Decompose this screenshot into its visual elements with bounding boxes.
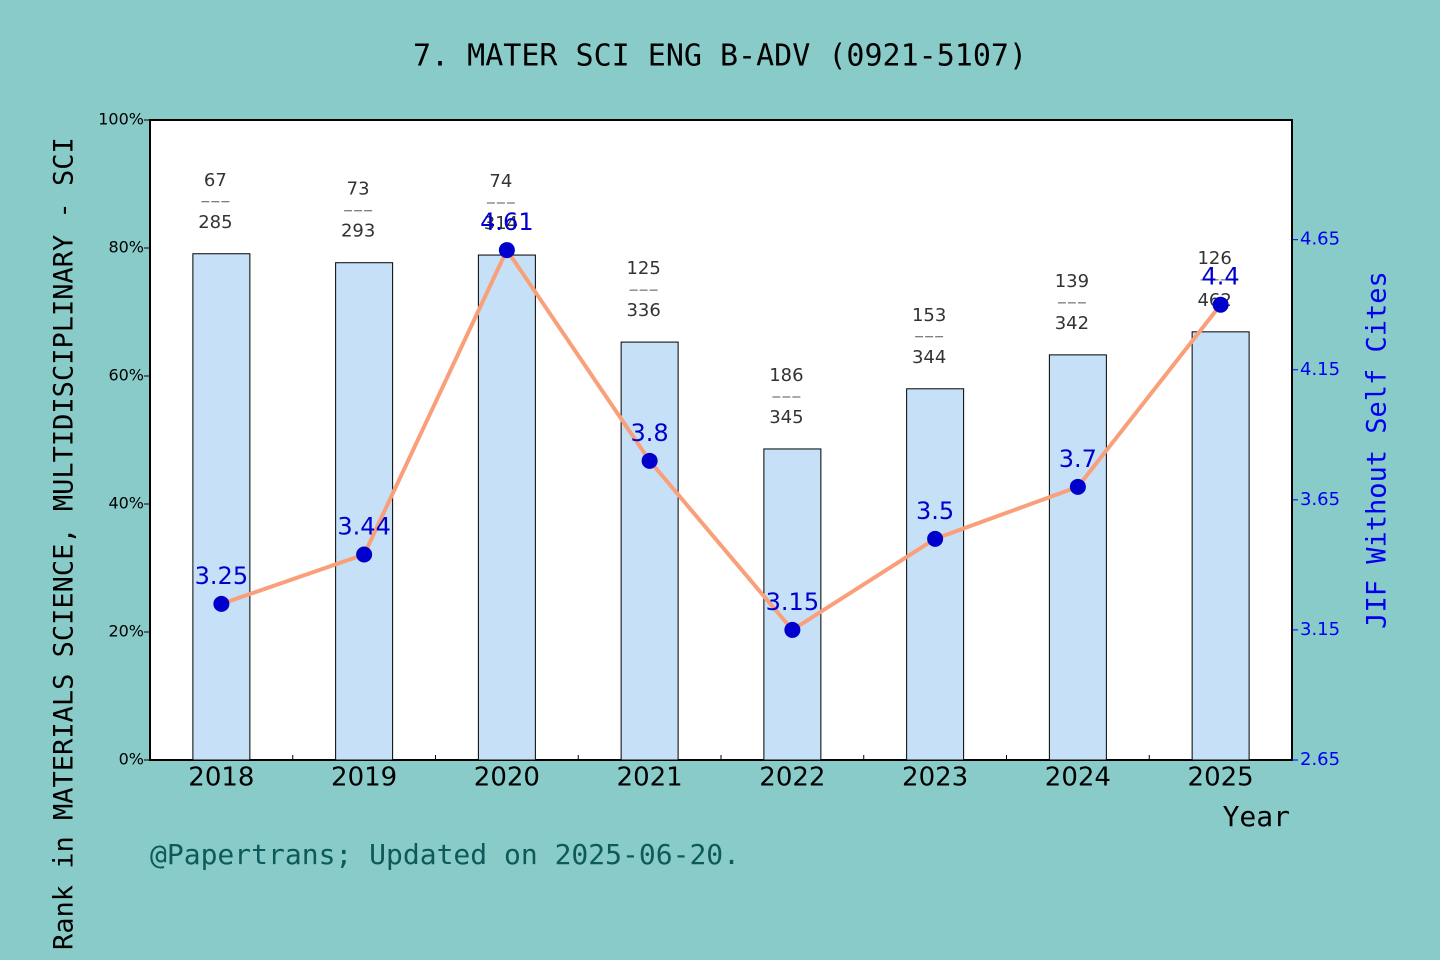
total-label: 314 (484, 213, 518, 234)
x-tick-label: 2022 (759, 763, 825, 793)
y2-tick-label: 4.15 (1300, 359, 1340, 380)
marker (784, 621, 801, 638)
plot-area (149, 119, 1293, 761)
bar (1048, 354, 1107, 761)
x-axis-label: Year (1223, 800, 1290, 833)
chart-title: 7. MATER SCI ENG B-ADV (0921-5107) (413, 39, 1027, 74)
rank-label: 74 (489, 171, 512, 192)
y2-tick-label: 2.65 (1300, 749, 1340, 770)
value-label: 4.4 (1202, 263, 1240, 291)
marker (498, 242, 515, 259)
x-tick-label: 2019 (331, 763, 397, 793)
rank-label: 186 (769, 365, 803, 386)
total-label: 345 (769, 407, 803, 428)
x-tick-label: 2024 (1045, 763, 1111, 793)
rank-label: 139 (1055, 271, 1089, 292)
rank-label: 67 (204, 170, 227, 191)
total-label: 344 (912, 347, 946, 368)
y2-tick-label: 3.15 (1300, 619, 1340, 640)
x-tick-label: 2018 (188, 763, 254, 793)
y-tick-label: 0% (119, 750, 144, 769)
x-tick-label: 2023 (902, 763, 968, 793)
line (220, 246, 1223, 633)
bar (1191, 331, 1250, 761)
value-label: 3.25 (195, 562, 248, 590)
y-axis-label: Rank in MATERIALS SCIENCE, MULTIDISCIPLI… (49, 137, 80, 950)
value-label: 3.8 (631, 419, 669, 447)
y-tick-label: 60% (108, 366, 144, 385)
y2-tick-label: 3.65 (1300, 489, 1340, 510)
bar (906, 388, 965, 761)
value-label: 3.44 (337, 512, 390, 540)
marker (641, 452, 658, 469)
y-tick-label: 100% (98, 110, 144, 129)
x-tick-label: 2025 (1188, 763, 1254, 793)
y2-axis-label: JIF Without Self Cites (1362, 271, 1393, 629)
bar (620, 341, 679, 761)
y-tick-label: 80% (108, 238, 144, 257)
marker (1069, 478, 1086, 495)
rank-label: 125 (626, 258, 660, 279)
total-label: 293 (341, 221, 375, 242)
y-tick-label: 40% (108, 494, 144, 513)
rank-label: 126 (1197, 248, 1231, 269)
total-label: 342 (1055, 313, 1089, 334)
marker (927, 530, 944, 547)
marker (356, 546, 373, 563)
marker (213, 595, 230, 612)
x-tick-label: 2020 (474, 763, 540, 793)
rank-label: 73 (347, 179, 370, 200)
value-label: 3.5 (916, 497, 954, 525)
y-tick-label: 20% (108, 622, 144, 641)
value-label: 4.61 (480, 208, 533, 236)
total-label: 336 (626, 300, 660, 321)
y2-tick-label: 4.65 (1300, 229, 1340, 250)
marker (1212, 296, 1229, 313)
total-label: 285 (198, 212, 232, 233)
bar (477, 254, 536, 761)
value-label: 3.7 (1059, 445, 1097, 473)
rank-label: 153 (912, 305, 946, 326)
x-tick-label: 2021 (617, 763, 683, 793)
value-label: 3.15 (766, 588, 819, 616)
bar (192, 253, 251, 761)
footnote: @Papertrans; Updated on 2025-06-20. (150, 838, 740, 871)
